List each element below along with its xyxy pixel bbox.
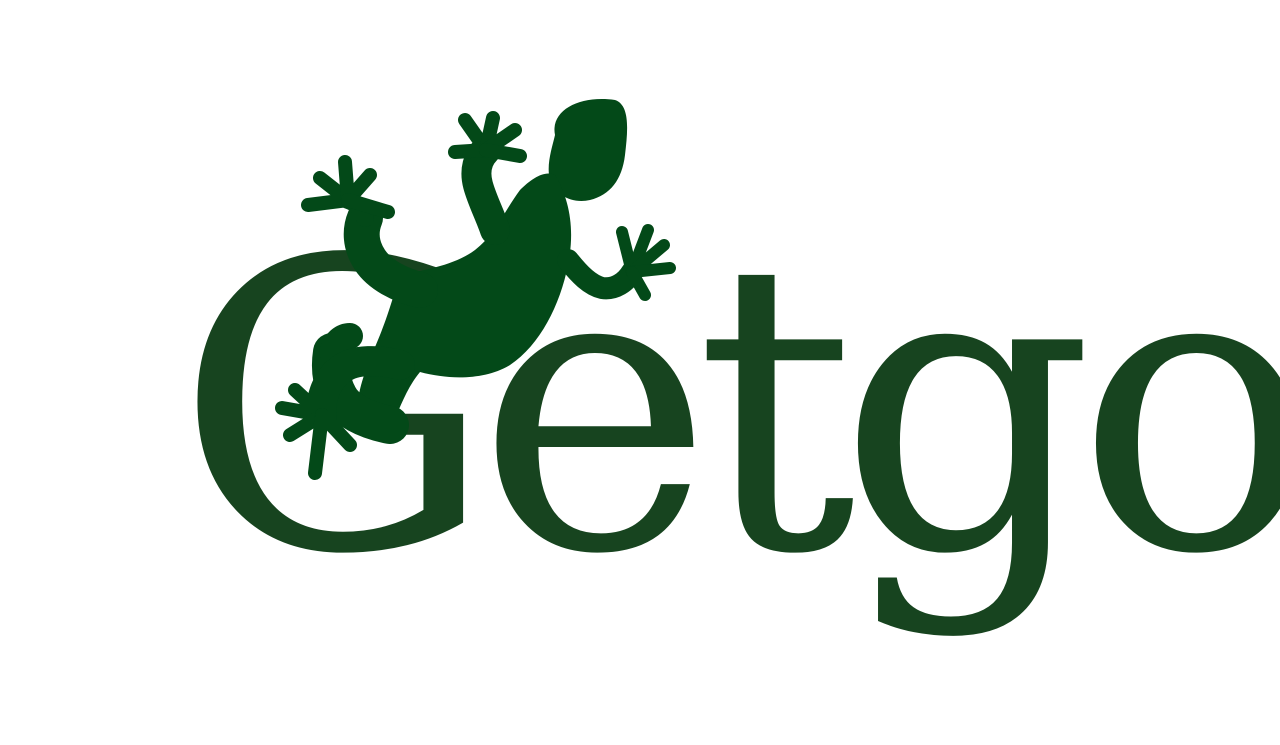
gecko-icon [275, 99, 676, 480]
